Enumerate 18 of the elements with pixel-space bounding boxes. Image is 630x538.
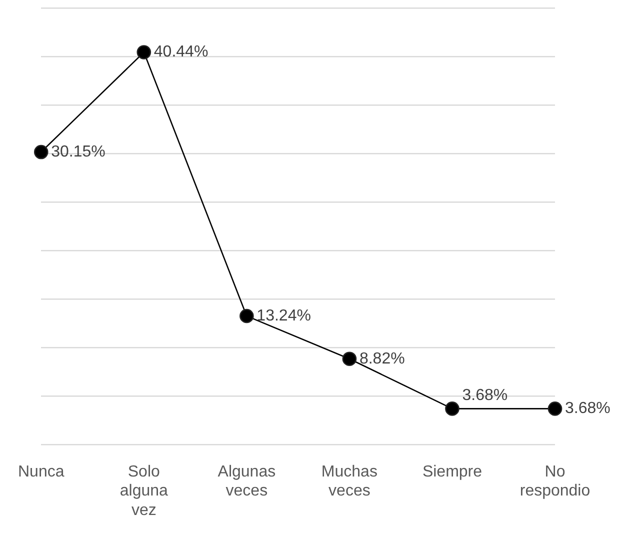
point (136, 45, 152, 60)
data-label: 40.44% (154, 44, 208, 61)
point (548, 402, 562, 416)
x-tick-label: Solo alguna vez (120, 463, 168, 519)
point (240, 308, 254, 324)
data-label: 13.24% (256, 307, 311, 324)
point (445, 402, 460, 416)
data-label: 8.82% (359, 350, 405, 368)
data-label: 3.68% (565, 400, 610, 418)
point (342, 352, 357, 366)
x-tick-label: Siempre (422, 463, 482, 480)
x-tick-label: Muchas veces (321, 463, 378, 500)
x-tick-label: Nunca (18, 463, 64, 480)
x-tick-label: Algunas veces (218, 463, 276, 500)
x-tick-label: No respondio (520, 463, 590, 500)
data-label: 3.68% (462, 387, 508, 404)
data-label: 30.15% (51, 143, 106, 160)
point (34, 144, 48, 160)
